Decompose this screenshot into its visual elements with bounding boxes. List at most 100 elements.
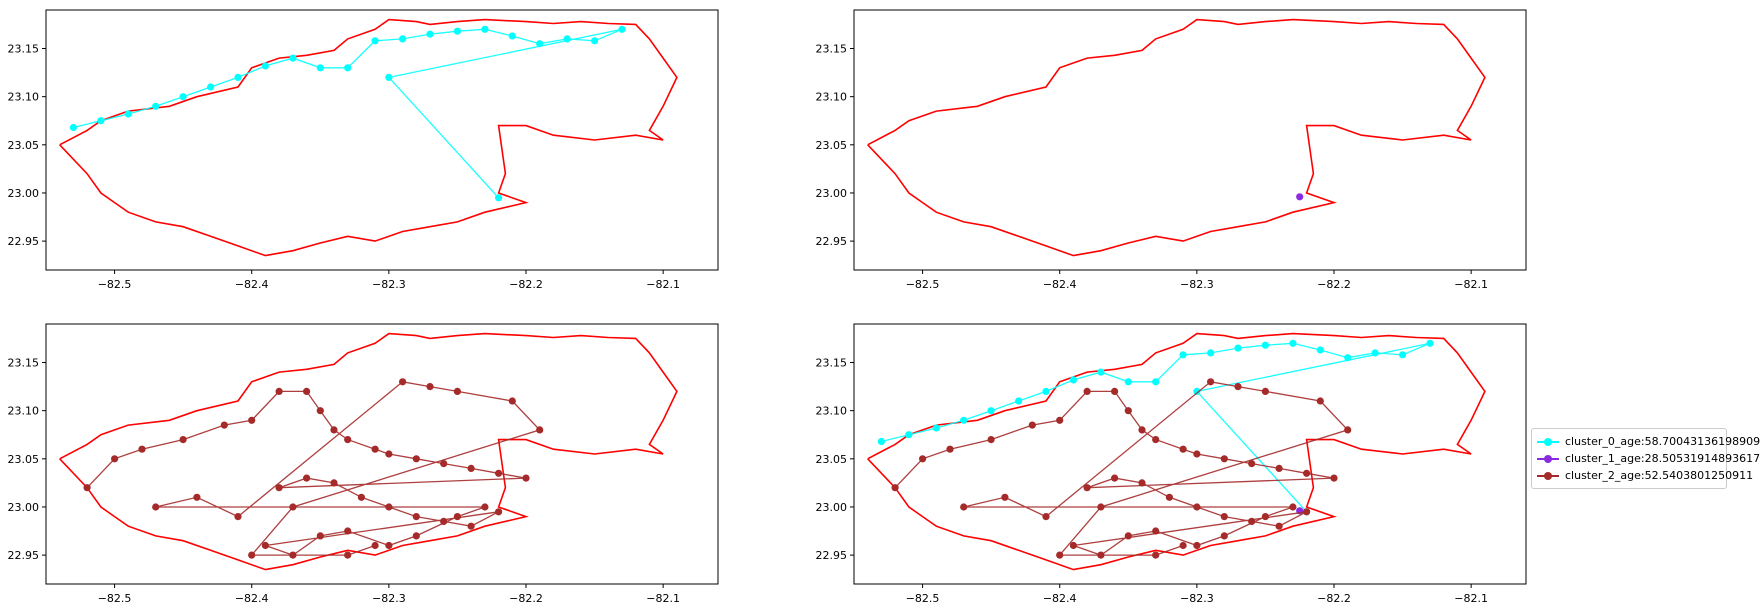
cluster_0-point	[399, 35, 407, 43]
cluster_2-point	[344, 436, 352, 444]
legend-swatch-cluster-0	[1537, 437, 1559, 447]
cluster_2-point	[467, 522, 475, 530]
cluster_2-point	[248, 416, 256, 424]
subplot-1: −82.5 −82.4 −82.3 −82.2 −82.1 22.95 23.00 23.05…	[8, 9, 719, 291]
cluster_2-point	[316, 407, 324, 415]
cluster_0-point	[1097, 368, 1105, 376]
cluster_0-point	[69, 123, 77, 132]
cluster_2-point	[495, 508, 503, 516]
cluster_2-point	[1124, 407, 1132, 415]
cluster_0-point	[495, 194, 503, 202]
cluster_2-point	[1056, 551, 1064, 559]
cluster_0-point	[481, 25, 489, 33]
cluster_2-point	[1152, 527, 1160, 535]
cluster_2-point	[1193, 541, 1201, 550]
cluster_2-point	[1220, 455, 1228, 463]
cluster_2-point	[1083, 484, 1091, 492]
plot-area-2	[867, 18, 1486, 257]
cluster_0-point	[1316, 346, 1324, 354]
legend: cluster_0_age:58.70043136198909 cluster_…	[1531, 428, 1760, 489]
cluster_0-point	[960, 416, 968, 424]
cluster_0-point	[591, 37, 599, 45]
y-tick-label: 23.05	[816, 139, 848, 152]
cluster_0-point	[508, 32, 516, 40]
cluster_0-point	[179, 93, 187, 101]
cluster_2-point	[371, 445, 379, 453]
axes-frame	[45, 323, 719, 585]
cluster_2-point	[83, 484, 91, 492]
cluster_2-point	[371, 541, 379, 550]
cluster_0-line	[73, 28, 623, 199]
axes-frame	[45, 9, 719, 271]
cluster_2-point	[412, 532, 420, 540]
cluster_2-point	[1248, 460, 1256, 468]
cluster_2-point	[1138, 426, 1146, 434]
axes-frame	[853, 9, 1527, 271]
x-tick-label: −82.5	[98, 278, 132, 291]
subplot-2: −82.5 −82.4 −82.3 −82.2 −82.1 22.95 23.00 23.05…	[816, 9, 1527, 291]
x-tick-label: −82.1	[1454, 278, 1488, 291]
cluster_2-point	[1303, 469, 1311, 477]
cluster_0-point	[289, 54, 297, 62]
x-tick-label: −82.1	[646, 592, 680, 605]
cluster_2-point	[1220, 513, 1228, 521]
cluster_2-point	[1069, 541, 1077, 550]
plot-area-3	[59, 332, 678, 571]
y-tick-label: 23.10	[816, 91, 848, 104]
cluster_0-point	[426, 30, 434, 38]
cluster_0-point	[1207, 349, 1215, 357]
cluster_2-point	[1165, 493, 1173, 501]
cluster_2-point	[179, 436, 187, 444]
y-tick-label: 23.15	[8, 357, 40, 370]
x-tick-label: −82.4	[1043, 592, 1077, 605]
cluster_0-point	[385, 73, 393, 81]
cluster_2-point	[1303, 508, 1311, 516]
cluster_2-point	[344, 527, 352, 535]
cluster_2-point	[1275, 464, 1283, 472]
cluster_0-point	[905, 431, 913, 439]
cluster_0-point	[1193, 387, 1201, 395]
legend-label-cluster-0: cluster_0_age:58.70043136198909	[1565, 435, 1761, 448]
x-tick-label: −82.1	[1454, 592, 1488, 605]
cluster_2-point	[289, 551, 297, 559]
cluster_2-point	[385, 450, 393, 458]
cluster_2-point	[1152, 551, 1160, 559]
cluster_0-point	[97, 117, 105, 125]
cluster_1-point	[1296, 193, 1304, 201]
legend-item-cluster-0: cluster_0_age:58.70043136198909	[1537, 433, 1760, 450]
cluster_0-point	[1179, 351, 1187, 359]
x-tick-label: −82.5	[98, 592, 132, 605]
cluster_2-point	[1083, 387, 1091, 395]
cluster_0-point	[1124, 378, 1132, 386]
x-tick-label: −82.2	[509, 278, 543, 291]
x-tick-label: −82.3	[1180, 278, 1214, 291]
cluster_2-point	[234, 513, 242, 521]
cluster_0-point	[261, 62, 269, 70]
cluster_0-point	[371, 37, 379, 45]
x-tick-label: −82.4	[235, 592, 269, 605]
cluster_2-point	[481, 503, 489, 511]
y-tick-label: 22.95	[816, 549, 848, 562]
x-tick-label: −82.2	[1317, 592, 1351, 605]
y-tick-label: 23.15	[8, 43, 40, 56]
y-tick-label: 23.10	[8, 405, 40, 418]
cluster_2-point	[1261, 387, 1269, 395]
legend-item-cluster-2: cluster_2_age:52.5403801250911	[1537, 467, 1753, 484]
cluster_0-point	[1344, 354, 1352, 362]
cluster_2-point	[303, 387, 311, 395]
cluster_2-point	[1234, 383, 1242, 391]
legend-label-cluster-1: cluster_1_age:28.50531914893617	[1565, 452, 1761, 465]
axes-frame	[853, 323, 1527, 585]
cluster_2-point	[261, 541, 269, 550]
cluster_2-point	[344, 551, 352, 559]
legend-label-cluster-2: cluster_2_age:52.5403801250911	[1565, 469, 1754, 482]
cluster_2-point	[1097, 503, 1105, 511]
cluster_0-point	[1069, 376, 1077, 384]
cluster_2-point	[357, 493, 365, 501]
boundary-line	[59, 332, 678, 571]
cluster_2-point	[1261, 513, 1269, 521]
cluster_2-point	[522, 474, 530, 482]
cluster_2-point	[1179, 445, 1187, 453]
cluster_0-point	[877, 437, 886, 446]
